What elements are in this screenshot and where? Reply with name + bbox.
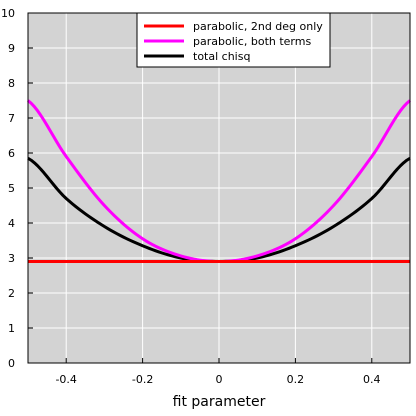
y-tick-label: 10 <box>1 7 15 20</box>
x-axis: -0.4 -0.2 0 0.2 0.4 <box>55 358 381 386</box>
y-tick-label: 2 <box>8 287 15 300</box>
y-tick-label: 3 <box>8 252 15 265</box>
y-tick-label: 4 <box>8 217 15 230</box>
y-tick-label: 8 <box>8 77 15 90</box>
series-layer <box>27 99 411 263</box>
legend-label-3: total chisq <box>193 50 250 63</box>
y-tick-label: 0 <box>8 357 15 370</box>
x-tick-label: -0.4 <box>55 373 76 386</box>
x-axis-title: fit parameter <box>173 394 266 410</box>
x-tick-label: 0.4 <box>363 373 381 386</box>
x-tick-label: 0.2 <box>287 373 305 386</box>
legend: parabolic, 2nd deg only parabolic, both t… <box>136 12 331 68</box>
x-tick-label: 0 <box>216 373 223 386</box>
y-tick-label: 5 <box>8 182 15 195</box>
y-tick-label: 9 <box>8 42 15 55</box>
y-tick-label: 6 <box>8 147 15 160</box>
y-tick-label: 1 <box>8 322 15 335</box>
y-axis: 0 1 2 3 4 5 6 7 8 9 10 <box>1 7 33 370</box>
legend-label-1: parabolic, 2nd deg only <box>193 20 323 33</box>
x-tick-label: -0.2 <box>132 373 153 386</box>
y-tick-label: 7 <box>8 112 15 125</box>
legend-label-2: parabolic, both terms <box>193 35 311 48</box>
